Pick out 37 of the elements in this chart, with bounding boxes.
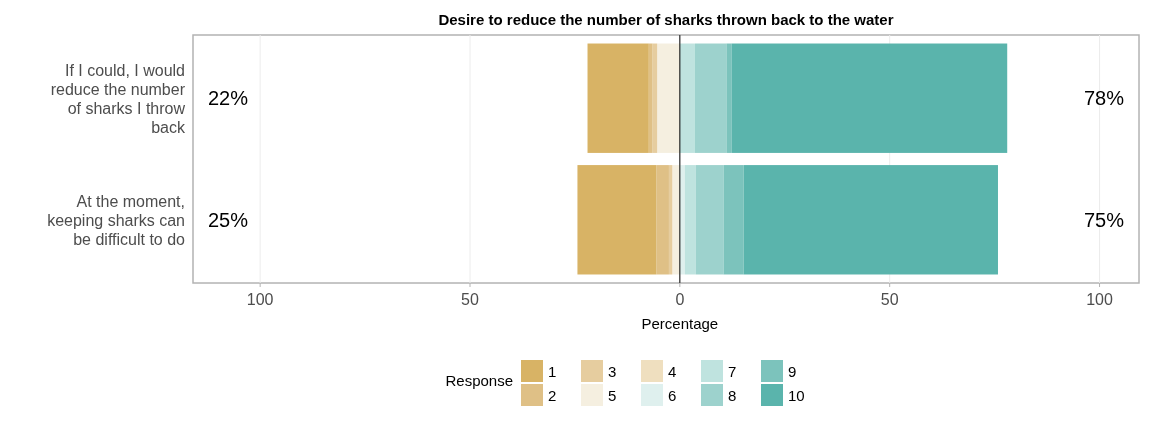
legend-label: 4 <box>668 363 677 380</box>
bar <box>577 165 657 275</box>
legend-label: 3 <box>608 363 617 380</box>
bar <box>679 43 695 153</box>
legend-label: 8 <box>728 387 737 404</box>
legend-title: Response <box>445 372 513 389</box>
bar <box>723 165 744 275</box>
legend-label: 1 <box>548 363 557 380</box>
x-tick-label: 100 <box>246 291 274 308</box>
annotation: 75% <box>1083 208 1125 231</box>
annotation: 25% <box>208 208 249 231</box>
x-axis-title: Percentage <box>641 315 719 332</box>
legend-label: 5 <box>608 387 617 404</box>
x-tick-label: 0 <box>675 291 685 308</box>
bar <box>648 43 653 153</box>
y-tick-label: At the moment, keeping sharks can be difficult to do <box>47 192 186 248</box>
bar <box>726 43 732 153</box>
bar <box>656 165 669 275</box>
bar <box>657 43 680 153</box>
bar <box>684 165 696 275</box>
bar <box>587 43 649 153</box>
annotation: 22% <box>208 87 249 110</box>
x-tick-label: 100 <box>1086 291 1113 308</box>
bar <box>695 165 724 275</box>
x-tick-label: 50 <box>880 291 899 308</box>
legend-label: 2 <box>548 387 557 404</box>
legend-label: 9 <box>788 363 797 380</box>
bar <box>743 165 998 275</box>
legend-label: 7 <box>728 363 737 380</box>
y-tick-label: If I could, I would reduce the number of sharks I throw back <box>50 61 186 136</box>
legend-label: 6 <box>668 387 677 404</box>
bar <box>694 43 727 153</box>
x-tick-label: 50 <box>461 291 479 308</box>
annotation: 78% <box>1083 87 1125 110</box>
legend-label: 10 <box>788 387 805 404</box>
bar <box>731 43 1008 153</box>
chart-title: Desire to reduce the number of sharks thrown back to the water <box>438 11 894 28</box>
